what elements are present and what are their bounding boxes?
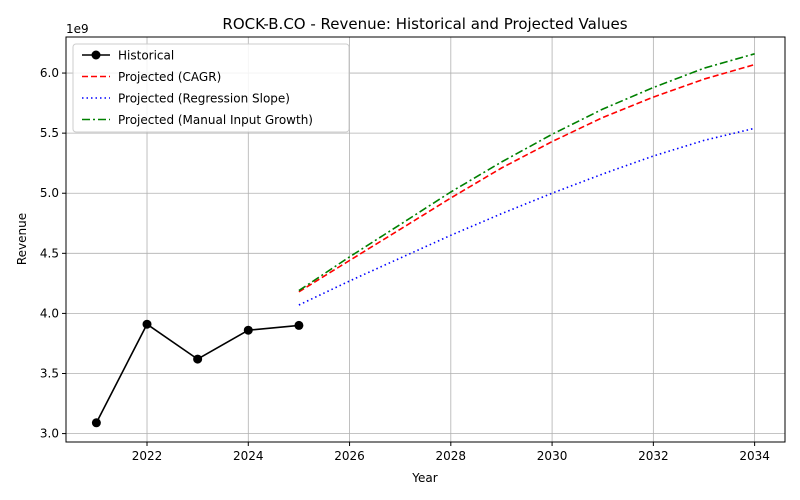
- series-line-3: [298, 53, 755, 292]
- data-point: [193, 354, 203, 364]
- y-tick-label: 6.0: [40, 66, 59, 80]
- y-tick-label: 5.5: [40, 126, 59, 140]
- y-tick-label: 3.5: [40, 366, 59, 380]
- legend-label: Projected (Manual Input Growth): [118, 113, 313, 127]
- legend-label: Projected (Regression Slope): [118, 92, 290, 106]
- legend: Historical Projected (CAGR) Projected (Reg…: [72, 43, 350, 133]
- x-tick-label: 2034: [739, 449, 770, 463]
- y-axis-label: Revenue: [15, 213, 29, 265]
- data-point: [142, 319, 152, 329]
- grid: [66, 37, 785, 442]
- x-tick-label: 2030: [537, 449, 568, 463]
- data-point: [294, 320, 304, 330]
- data-point: [243, 325, 253, 335]
- legend-marker: [91, 50, 101, 60]
- legend-label: Historical: [118, 49, 174, 63]
- series-layer: [91, 53, 755, 428]
- x-tick-label: 2028: [436, 449, 467, 463]
- chart-title: ROCK-B.CO - Revenue: Historical and Proj…: [222, 15, 627, 33]
- plot-frame: [65, 36, 786, 443]
- y-tick-label: 5.0: [40, 186, 59, 200]
- x-tick-label: 2026: [334, 449, 365, 463]
- y-offset-label: 1e9: [66, 22, 89, 36]
- x-axis: 2022 2024 2026 2028 2030 2032 2034: [132, 442, 770, 463]
- y-axis: 3.0 3.5 4.0 4.5 5.0 5.5 6.0: [40, 66, 66, 441]
- data-point: [91, 418, 101, 428]
- x-tick-label: 2022: [132, 449, 163, 463]
- x-tick-label: 2024: [233, 449, 264, 463]
- y-tick-label: 4.5: [40, 246, 59, 260]
- y-tick-label: 3.0: [40, 427, 59, 441]
- x-axis-label: Year: [411, 471, 437, 485]
- y-tick-label: 4.0: [40, 306, 59, 320]
- x-tick-label: 2032: [638, 449, 669, 463]
- legend-label: Projected (CAGR): [118, 70, 221, 84]
- series-line-1: [298, 63, 755, 293]
- legend-box: [72, 43, 350, 133]
